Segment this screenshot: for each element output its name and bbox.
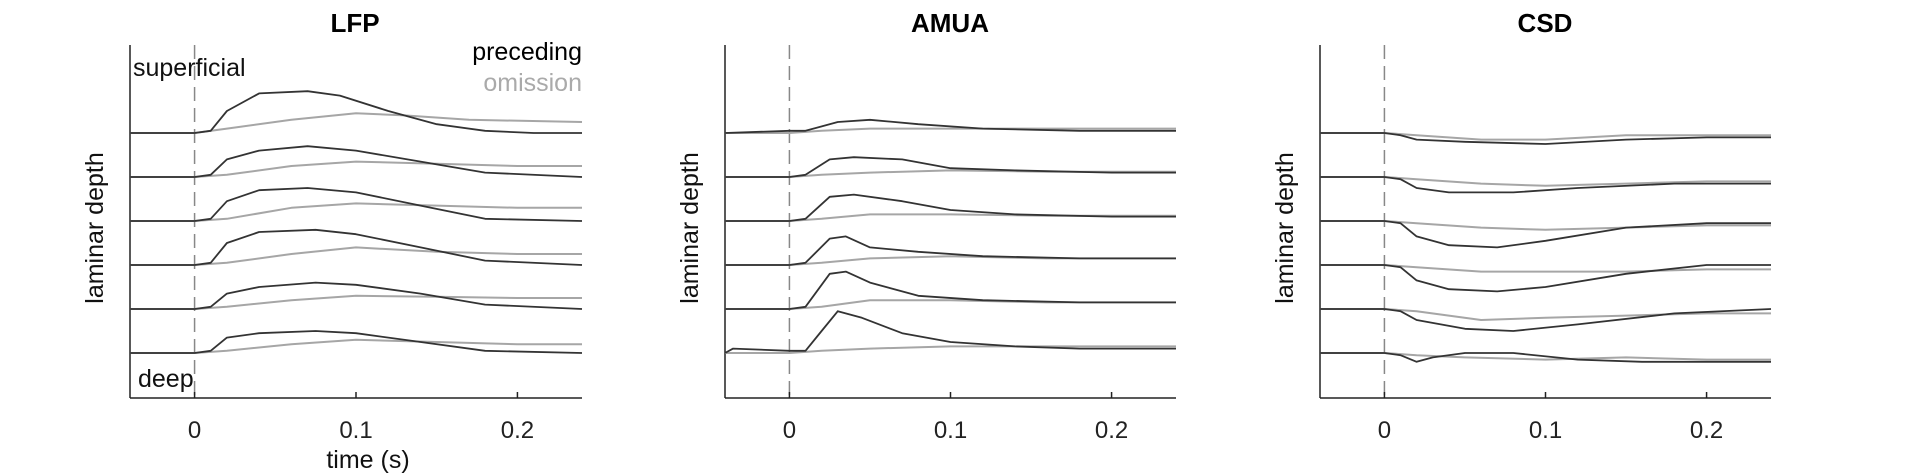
csd-x-tick-label: 0.2 bbox=[1690, 417, 1723, 444]
amua-ylabel: laminar depth bbox=[676, 152, 704, 303]
lfp-traces bbox=[130, 90, 583, 354]
amua-channel-2-preceding-line bbox=[725, 156, 1176, 178]
amua-channel-3-preceding-line bbox=[725, 193, 1176, 222]
lfp-channel-3-omission-line bbox=[130, 202, 582, 222]
lfp-x-tick-label: 0.2 bbox=[501, 417, 534, 444]
amua-x-tick-label: 0.1 bbox=[934, 417, 967, 444]
csd-channel-5-preceding-line bbox=[1320, 308, 1772, 332]
deep-label: deep bbox=[138, 365, 194, 393]
lfp-channel-1-preceding-line bbox=[130, 90, 582, 134]
lfp-channel-4-preceding-line bbox=[130, 228, 583, 266]
panel-lfp: LFP laminar depth superficial deep prece… bbox=[81, 8, 583, 473]
amua-channel-5-preceding-line bbox=[725, 270, 1176, 310]
csd-x-tick-label: 0 bbox=[1378, 417, 1391, 444]
superficial-label: superficial bbox=[133, 54, 246, 82]
csd-channel-2-preceding-line bbox=[1320, 176, 1771, 194]
lfp-x-tick-label: 0.1 bbox=[339, 417, 372, 444]
lfp-channel-5-preceding-line bbox=[130, 281, 583, 310]
lfp-channel-6-preceding-line bbox=[130, 330, 583, 354]
amua-channel-6-omission-line bbox=[725, 345, 1176, 354]
csd-traces bbox=[1320, 132, 1772, 363]
csd-channel-3-preceding-line bbox=[1320, 220, 1771, 249]
csd-title: CSD bbox=[1518, 8, 1573, 38]
lfp-x-ticks: 0 0.1 0.2 bbox=[188, 392, 534, 444]
csd-channel-1-preceding-line bbox=[1320, 132, 1771, 145]
lfp-x-tick-label: 0 bbox=[188, 417, 201, 444]
lfp-channel-2-preceding-line bbox=[130, 145, 583, 178]
amua-x-ticks: 0 0.1 0.2 bbox=[783, 392, 1128, 444]
csd-ylabel: laminar depth bbox=[1271, 152, 1299, 303]
csd-x-tick-label: 0.1 bbox=[1529, 417, 1562, 444]
amua-channel-1-omission-line bbox=[725, 127, 1176, 134]
amua-x-tick-label: 0 bbox=[783, 417, 796, 444]
legend-omission: omission bbox=[483, 69, 582, 97]
lfp-xlabel: time (s) bbox=[326, 446, 409, 473]
amua-channel-6-preceding-line bbox=[724, 310, 1176, 354]
csd-x-ticks: 0 0.1 0.2 bbox=[1378, 392, 1723, 444]
lfp-channel-5-omission-line bbox=[130, 294, 582, 310]
panel-amua: AMUA laminar depth 0 0.1 0.2 bbox=[676, 8, 1176, 444]
amua-channel-4-preceding-line bbox=[725, 235, 1176, 266]
lfp-title: LFP bbox=[330, 8, 379, 38]
csd-channel-6-preceding-line bbox=[1320, 352, 1771, 363]
lfp-ylabel: laminar depth bbox=[81, 152, 109, 303]
amua-traces bbox=[724, 118, 1176, 354]
amua-channel-1-preceding-line bbox=[724, 118, 1176, 134]
panel-csd: CSD laminar depth 0 0.1 0.2 bbox=[1271, 8, 1772, 444]
lfp-channel-1-omission-line bbox=[130, 112, 583, 134]
amua-title: AMUA bbox=[911, 8, 989, 38]
lfp-channel-3-preceding-line bbox=[130, 187, 583, 222]
amua-x-tick-label: 0.2 bbox=[1095, 417, 1128, 444]
csd-channel-5-omission-line bbox=[1320, 308, 1771, 321]
legend-preceding: preceding bbox=[472, 38, 582, 66]
csd-channel-4-preceding-line bbox=[1320, 264, 1771, 293]
